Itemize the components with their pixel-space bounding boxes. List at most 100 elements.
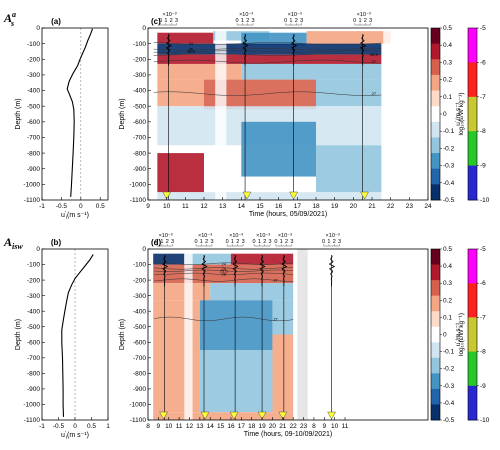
x-tick-label: 12 [200,203,208,210]
y-tick-label: -300 [133,293,146,300]
x-tick-label: 9 [322,423,326,430]
colorbar-eps-tick-label: -8 [480,349,486,356]
inset-tick-label: 0 [274,239,277,245]
inset-tick-label: 3 [369,18,372,24]
x-tick-label: 14 [238,203,246,210]
velocity-cell [213,31,270,41]
y-tick-label: -900 [133,386,146,393]
y-axis-label: Depth (m) [119,319,126,350]
colorbar-eps-tick-label: -10 [480,197,490,204]
colorbar-u-tick-label: -0.4 [443,400,455,407]
inset-exponent: ×10⁻³ [159,233,173,239]
y-tick-label: -900 [27,166,40,173]
colorbar-u-tick-label: 0 [443,332,447,339]
x-tick-label: 13 [219,203,227,210]
x-axis-label-unit: (m s⁻¹) [67,432,89,439]
colorbar-u-label-sup: ' [454,342,459,343]
inset-exponent: ×10⁻³ [198,233,212,239]
colorbar-u-swatch [431,404,440,421]
colorbar-u-swatch [431,74,440,91]
n2-profile-line [232,255,239,287]
colorbar-eps-swatch [468,249,477,284]
colorbar-u-label-var: u [455,342,462,346]
colorbar-eps-swatch [468,96,477,132]
x-tick-label: 15 [256,203,264,210]
x-tick-label: 21 [279,423,287,430]
colorbar-u-label-unit: /m s⁻¹ [455,322,462,341]
velocity-cell [184,253,231,265]
inset-exponent: ×10⁻³ [163,12,177,18]
x-axis-label: u'i(m s⁻¹) [61,431,89,441]
triangle-marker [159,411,168,420]
y-tick-label: -100 [133,41,146,48]
x-tick-label: 0 [79,203,83,210]
y-tick-label: -200 [133,56,146,63]
x-tick-label: 10 [163,203,171,210]
velocity-cell [241,32,307,46]
x-tick-label: 12 [186,423,194,430]
x-tick-label: 10 [331,423,339,430]
colorbar-u-label-sub: i [458,120,463,121]
colorbar-eps-tick-label: -9 [480,163,486,170]
data-gap [401,28,428,200]
y-tick-label: -1100 [24,197,41,204]
y-tick-label: -800 [27,150,40,157]
x-tick-label: 13 [196,423,204,430]
velocity-cell [157,79,204,107]
x-tick-label: 24 [424,203,432,210]
x-axis-label-sup: ' [65,431,66,437]
triangle-marker [162,191,172,200]
axes-layer: 0-100-200-300-400-500-600-700-800-900-10… [3,10,490,441]
axes-frame [41,27,109,201]
inset-tick-label: 3 [252,18,255,24]
y-tick-label: -700 [133,355,146,362]
x-tick-label: 23 [300,423,308,430]
colorbar-u-swatch [431,137,440,154]
isopycnal-label: 27 [372,91,377,96]
colorbar-u-swatch [431,106,440,123]
y-tick-label: -600 [27,339,40,346]
colorbar-u-swatch [431,153,440,170]
x-axis-label-unit: (m s⁻¹) [67,212,89,219]
data-gap [383,28,402,200]
data-gap [184,249,193,420]
n2-profile-line [329,255,336,287]
colorbar-u-label-sup: ' [454,121,459,122]
y-tick-label: -500 [27,103,40,110]
isopycnal-label: 27 [372,59,377,64]
isopycnal-label: 27 [273,278,278,283]
y-tick-label: -1100 [130,417,147,424]
isopycnal-line [153,42,382,46]
colorbar-u-swatch [431,357,440,374]
x-axis-label: Time (hours, 05/09/2021) [249,211,327,218]
colorbar-u-tick-label: 0.1 [443,314,452,321]
colorbar-u-label-sub: i [458,341,463,342]
isopycnal-line [153,59,382,64]
y-tick-label: -900 [27,386,40,393]
x-tick-label: 14 [207,423,215,430]
velocity-profile-line [66,28,94,197]
colorbar-eps-frame [467,248,478,421]
inset-tick-label: 0 [284,18,287,24]
colorbar-u-swatch [431,249,440,265]
velocity-cell [157,153,204,193]
y-tick-label: -1000 [23,402,40,409]
colorbar-u-tick-label: -0.2 [443,145,455,152]
panel-label: (b) [51,238,62,247]
colorbar-eps-tick-label: -10 [480,417,490,424]
inset-tick-label: 0 [253,239,256,245]
colorbar-u-tick-label: -0.1 [443,349,455,356]
velocity-cell [199,350,273,413]
colorbar-u-label-var: u [455,122,462,126]
inset-exponent: ×10⁻³ [229,233,243,239]
inset-tick-label: 2 [246,18,249,24]
velocity-cell [241,121,316,177]
colorbar-u-tick-label: -0.5 [443,197,455,204]
inset-tick-label: 0 [159,18,162,24]
isopycnal-label: 25.5 [220,268,229,273]
isopycnal-label: 25 [221,266,226,271]
x-tick-label: -1 [39,203,45,210]
triangle-marker [327,411,336,420]
axes-frame [147,27,429,201]
